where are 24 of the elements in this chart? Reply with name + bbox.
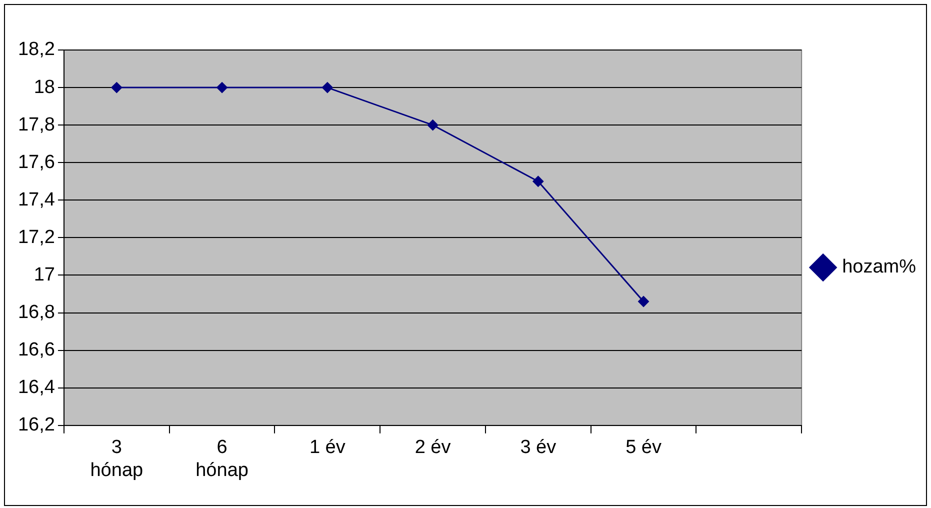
y-tick-label: 17,2 <box>18 226 55 248</box>
y-tick-label: 18 <box>34 76 55 98</box>
x-tick-label: 1 év <box>309 437 346 458</box>
x-tick-label: 3 év <box>520 437 557 458</box>
point <box>322 82 333 94</box>
y-tick-label: 18,2 <box>18 39 55 60</box>
y-tick-label: 16,6 <box>18 340 55 361</box>
x-tick-label: 6 hónap <box>196 437 248 481</box>
y-tick-label: 17 <box>34 264 55 286</box>
point <box>638 296 650 308</box>
x-tick-label: 5 év <box>626 437 662 458</box>
point <box>111 82 122 94</box>
point <box>216 82 228 94</box>
y-tick-label: 17,6 <box>18 152 55 173</box>
y-tick-label: 16,4 <box>18 377 56 398</box>
y-tick-label: 17,8 <box>18 114 55 136</box>
y-tick-label: 17,4 <box>18 189 56 210</box>
x-tick-label: 2 év <box>414 437 452 458</box>
y-tick-label: 16,2 <box>18 414 55 436</box>
point <box>427 120 438 131</box>
legend-label: hozam% <box>842 256 916 278</box>
point <box>532 176 544 187</box>
x-tick-label: 3 hónap <box>90 437 144 481</box>
y-tick-label: 16,8 <box>18 302 55 324</box>
